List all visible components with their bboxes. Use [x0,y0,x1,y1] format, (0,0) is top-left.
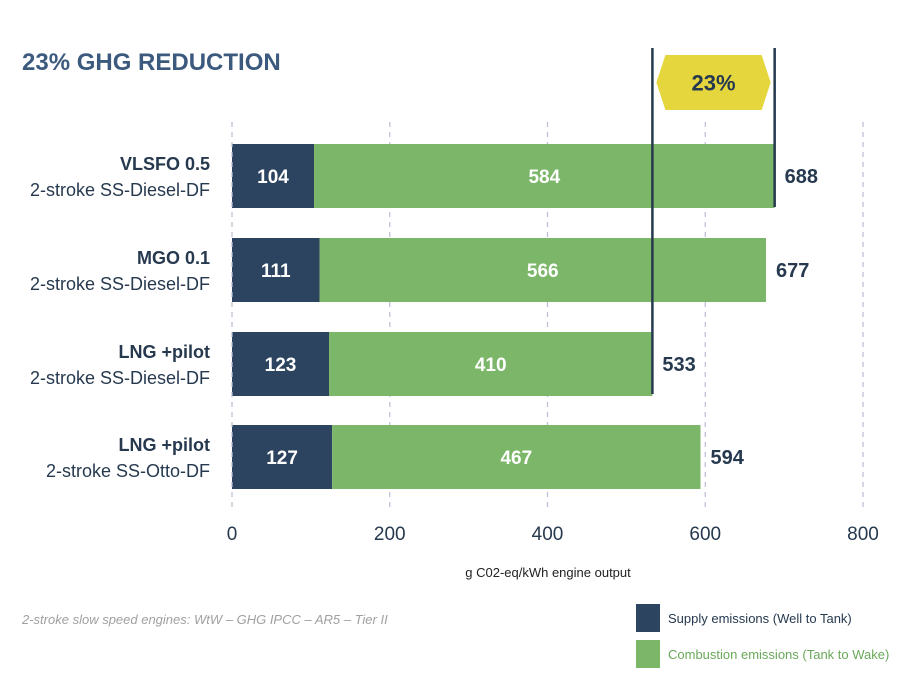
x-axis: 0 200 400 600 800 [227,122,879,545]
category-label-fuel: LNG +pilot [119,435,211,455]
combustion-bar [319,238,766,302]
x-tick-label: 600 [689,524,721,545]
total-label: 594 [711,447,745,469]
combustion-bar [329,332,653,396]
bar-value-label: 467 [500,448,532,469]
bars: 104 584 688 111 566 677 123 410 533 127 467 594 [232,144,818,489]
combustion-bar [332,425,701,489]
category-label-engine: 2-stroke SS-Otto-DF [46,461,210,481]
reduction-badge-label: 23% [692,71,736,96]
total-label: 533 [662,354,695,376]
supply-bar [232,332,330,396]
bar-value-label: 584 [528,167,560,188]
total-label: 688 [785,166,818,188]
bar-value-label: 123 [265,355,297,376]
x-tick-label: 400 [532,524,564,545]
legend-label: Combustion emissions (Tank to Wake) [668,647,889,662]
reduction-annotation: 23% [651,48,776,394]
supply-bar [232,144,315,208]
category-label-fuel: LNG +pilot [119,342,211,362]
total-label: 677 [776,260,809,282]
bar-value-label: 566 [527,261,559,282]
category-label-fuel: VLSFO 0.5 [120,154,210,174]
bar-value-label: 410 [475,355,507,376]
x-tick-label: 0 [227,524,238,545]
reduction-badge [656,55,771,110]
combustion-bar [314,144,775,208]
bar-value-label: 127 [266,448,298,469]
category-label-fuel: MGO 0.1 [137,248,210,268]
x-tick-label: 800 [847,524,879,545]
bar-value-label: 104 [257,167,289,188]
bar-value-label: 111 [261,261,291,282]
legend-label: Supply emissions (Well to Tank) [668,611,852,626]
chart-title: 23% GHG REDUCTION [22,49,281,76]
category-label-engine: 2-stroke SS-Diesel-DF [30,180,210,200]
supply-bar [232,238,320,302]
legend-swatch [636,604,660,632]
footnote: 2-stroke slow speed engines: WtW – GHG I… [21,612,388,627]
category-label-engine: 2-stroke SS-Diesel-DF [30,368,210,388]
x-tick-label: 200 [374,524,406,545]
supply-bar [232,425,333,489]
category-label-engine: 2-stroke SS-Diesel-DF [30,274,210,294]
legend-swatch [636,640,660,668]
legend: Supply emissions (Well to Tank) Combustio… [636,604,889,668]
category-labels: VLSFO 0.5 2-stroke SS-Diesel-DF MGO 0.1 2-s… [30,154,210,481]
x-axis-label: g C02-eq/kWh engine output [465,565,631,580]
